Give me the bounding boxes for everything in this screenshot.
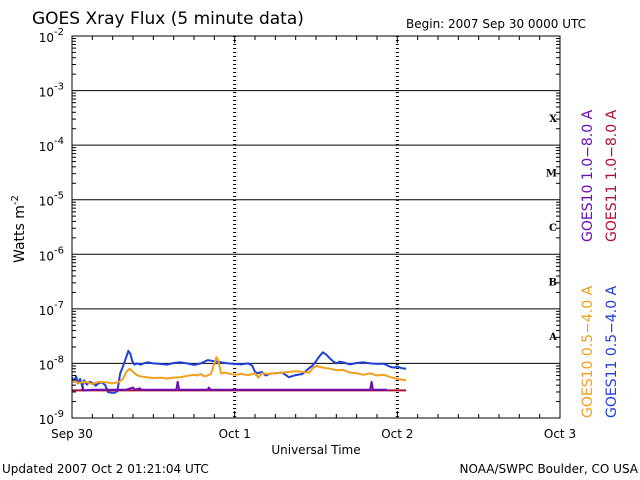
y-tick-label: 10-7 <box>39 300 64 318</box>
y-tick-exponent: -2 <box>54 27 64 38</box>
y-tick-exponent: -3 <box>54 82 64 93</box>
y-tick-base: 10 <box>39 31 54 45</box>
y-tick-exponent: -9 <box>54 409 64 420</box>
x-tick-label: Oct 2 <box>381 427 413 441</box>
flare-class-label: A <box>548 332 557 343</box>
y-tick-exponent: -8 <box>54 354 64 365</box>
y-axis-label: Watts m-2 <box>10 195 28 263</box>
legend-entry: GOES11 0.5−4.0 A <box>604 285 620 418</box>
begin-date-label: Begin: 2007 Sep 30 0000 UTC <box>406 17 586 31</box>
x-tick-label: Oct 1 <box>219 427 251 441</box>
series-line <box>81 380 388 392</box>
flare-class-label: X <box>549 114 557 125</box>
y-tick-base: 10 <box>39 140 54 154</box>
y-tick-exponent: -7 <box>54 300 64 311</box>
y-axis-label-exponent: -2 <box>10 195 21 205</box>
y-tick-base: 10 <box>39 249 54 263</box>
chart-title: GOES Xray Flux (5 minute data) <box>32 9 304 29</box>
y-tick-base: 10 <box>39 304 54 318</box>
y-tick-base: 10 <box>39 358 54 372</box>
legend-entry: GOES10 1.0−8.0 A <box>580 109 596 242</box>
x-axis-ticks: Sep 30 Oct 1 Oct 2 Oct 3 <box>51 36 576 441</box>
legend-entry: GOES11 1.0−8.0 A <box>604 109 620 242</box>
x-tick-label: Oct 3 <box>544 427 576 441</box>
flare-class-labels: A B C M X <box>546 114 557 343</box>
y-tick-label: 10-8 <box>39 354 64 372</box>
grid-lines <box>72 36 560 418</box>
flare-class-label: M <box>546 168 557 179</box>
series-line <box>71 356 407 385</box>
flare-class-label: B <box>549 278 557 289</box>
y-tick-exponent: -4 <box>54 136 64 147</box>
y-tick-label: 10-9 <box>39 409 64 427</box>
flare-class-label: C <box>549 223 557 234</box>
y-tick-base: 10 <box>39 86 54 100</box>
series-line <box>71 349 407 394</box>
legend-entry: GOES10 0.5−4.0 A <box>580 285 596 418</box>
data-series <box>71 349 407 394</box>
y-axis-label-text: Watts m <box>12 205 28 263</box>
y-tick-exponent: -5 <box>54 191 64 202</box>
y-tick-label: 10-4 <box>39 136 64 154</box>
legend: GOES10 1.0−8.0 A GOES11 1.0−8.0 A GOES10 0… <box>580 109 620 418</box>
y-axis-ticks: 10-910-810-710-610-510-410-310-2 <box>39 27 560 427</box>
y-tick-label: 10-3 <box>39 82 64 100</box>
x-axis-label: Universal Time <box>271 443 360 457</box>
credit-label: NOAA/SWPC Boulder, CO USA <box>460 462 639 476</box>
y-tick-label: 10-2 <box>39 27 64 45</box>
y-tick-base: 10 <box>39 195 54 209</box>
x-tick-label: Sep 30 <box>51 427 93 441</box>
y-tick-label: 10-5 <box>39 191 64 209</box>
y-tick-label: 10-6 <box>39 245 64 263</box>
y-tick-exponent: -6 <box>54 245 64 256</box>
y-tick-base: 10 <box>39 413 54 427</box>
updated-timestamp: Updated 2007 Oct 2 01:21:04 UTC <box>2 462 209 476</box>
